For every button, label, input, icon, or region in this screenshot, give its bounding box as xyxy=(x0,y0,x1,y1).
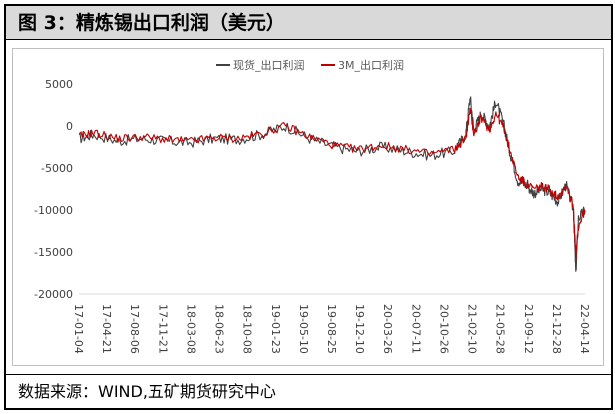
x-tick-label: 21-09-12 xyxy=(522,304,535,354)
y-tick-label: 5000 xyxy=(45,78,73,91)
x-tick-label: 17-01-04 xyxy=(72,304,85,354)
x-tick-label: 17-04-21 xyxy=(100,304,113,354)
x-tick-label: 20-10-26 xyxy=(437,304,450,354)
x-tick-label: 18-03-08 xyxy=(184,304,197,354)
x-tick-label: 20-03-26 xyxy=(381,304,394,354)
x-tick-label: 19-12-10 xyxy=(353,304,366,354)
x-tick-label: 22-04-14 xyxy=(578,304,591,354)
y-tick-label: -15000 xyxy=(34,246,73,259)
x-tick-label: 19-01-23 xyxy=(269,304,282,354)
chart-area: 5000 0 -5000 -10000 -15000 -20000 17-01-04 17-0… xyxy=(12,48,604,366)
figure-frame: 图 3：精炼锡出口利润（美元） 5000 0 -5000 -10000 -15000 -2… xyxy=(4,4,613,410)
series-line-spot xyxy=(78,96,586,272)
x-tick-label: 18-06-23 xyxy=(213,304,226,354)
y-tick-label: 0 xyxy=(66,120,73,133)
x-tick-label: 18-10-08 xyxy=(241,304,254,354)
legend-label: 3M_出口利润 xyxy=(338,58,404,72)
chart-svg: 5000 0 -5000 -10000 -15000 -20000 17-01-04 17-0… xyxy=(34,58,591,354)
x-tick-label: 21-02-10 xyxy=(466,304,479,354)
legend-label: 现货_出口利润 xyxy=(233,58,305,72)
x-tick-label: 19-08-25 xyxy=(325,304,338,354)
source-note: 数据来源：WIND,五矿期货研究中心 xyxy=(6,374,611,408)
x-tick-label: 17-11-21 xyxy=(156,304,169,354)
x-tick-label: 20-07-11 xyxy=(409,304,422,354)
y-tick-label: -10000 xyxy=(34,204,73,217)
x-tick-label: 21-12-28 xyxy=(550,304,563,354)
y-tick-label: -20000 xyxy=(34,288,73,301)
series-line-3m xyxy=(78,107,586,260)
x-tick-label: 17-08-06 xyxy=(128,304,141,354)
y-tick-label: -5000 xyxy=(41,162,73,175)
x-tick-label: 19-05-10 xyxy=(297,304,310,354)
x-tick-label: 21-05-28 xyxy=(494,304,507,354)
figure-title: 图 3：精炼锡出口利润（美元） xyxy=(6,6,611,40)
